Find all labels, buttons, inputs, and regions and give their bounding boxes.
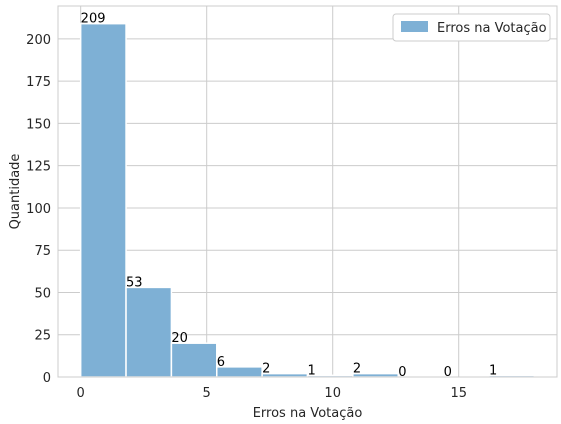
bar-value-label: 0 <box>398 365 406 380</box>
y-tick-label: 75 <box>34 244 51 259</box>
bars-group <box>79 22 536 378</box>
bar-value-label: 1 <box>489 363 497 378</box>
y-tick-label: 100 <box>26 202 51 217</box>
y-tick-label: 25 <box>34 329 51 344</box>
plot-border <box>57 5 558 378</box>
legend-label: Erros na Votação <box>437 21 547 36</box>
bar-value-label: 2 <box>262 362 270 377</box>
histogram-bar <box>125 286 173 378</box>
bar-value-label: 2 <box>353 362 361 377</box>
bar-value-label: 6 <box>217 355 225 370</box>
bar-value-label: 53 <box>126 275 143 290</box>
x-tick-label: 15 <box>450 386 467 401</box>
x-tick-label: 10 <box>324 386 341 401</box>
y-tick-labels: 0 25 50 75 100 125 150 175 200 <box>26 33 51 386</box>
y-tick-label: 200 <box>26 33 51 48</box>
bar-value-label: 209 <box>81 12 106 27</box>
y-axis-label: Quantidade <box>8 154 23 230</box>
x-tick-labels: 0 5 10 15 <box>77 386 467 401</box>
histogram-bar <box>79 22 127 378</box>
y-tick-label: 50 <box>34 286 51 301</box>
legend: Erros na Votação <box>392 13 551 42</box>
bar-value-label: 20 <box>171 331 188 346</box>
y-tick-label: 175 <box>26 75 51 90</box>
bar-value-label: 0 <box>444 365 452 380</box>
bar-value-label: 1 <box>308 363 316 378</box>
x-tick-label: 5 <box>203 386 211 401</box>
y-tick-label: 125 <box>26 160 51 175</box>
x-tick-label: 0 <box>77 386 85 401</box>
legend-box <box>392 13 551 42</box>
y-tick-label: 0 <box>43 371 51 386</box>
y-tick-label: 150 <box>26 117 51 132</box>
histogram-bar <box>170 342 218 378</box>
x-axis-label: Erros na Votação <box>253 406 363 421</box>
legend-swatch <box>401 21 428 32</box>
